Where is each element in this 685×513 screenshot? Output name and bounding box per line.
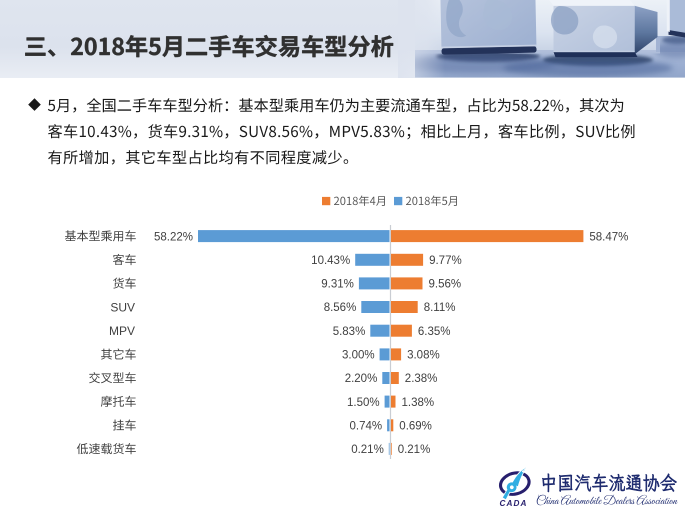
svg-text:9.31%: 9.31%	[321, 279, 354, 291]
svg-text:0.21%: 0.21%	[398, 444, 431, 456]
svg-text:0.74%: 0.74%	[349, 421, 382, 433]
svg-text:9.56%: 9.56%	[429, 279, 462, 291]
svg-text:3.00%: 3.00%	[342, 350, 375, 362]
svg-text:0.21%: 0.21%	[351, 444, 384, 456]
svg-text:8.11%: 8.11%	[424, 302, 456, 314]
svg-text:1.38%: 1.38%	[402, 397, 435, 409]
svg-text:SUV: SUV	[110, 300, 135, 314]
svg-text:MPV: MPV	[109, 324, 135, 338]
svg-text:58.22%: 58.22%	[154, 231, 193, 243]
svg-text:CADA: CADA	[500, 499, 528, 508]
svg-text:6.35%: 6.35%	[418, 326, 451, 338]
svg-text:8.56%: 8.56%	[324, 302, 357, 314]
svg-text:3.08%: 3.08%	[407, 350, 440, 362]
svg-text:9.77%: 9.77%	[429, 255, 462, 267]
svg-text:2.38%: 2.38%	[405, 373, 438, 385]
svg-text:10.43%: 10.43%	[311, 255, 350, 267]
svg-text:2.20%: 2.20%	[345, 373, 378, 385]
svg-text:5.83%: 5.83%	[333, 326, 366, 338]
svg-text:58.47%: 58.47%	[589, 231, 628, 243]
svg-text:0.69%: 0.69%	[399, 421, 432, 433]
svg-text:1.50%: 1.50%	[347, 397, 380, 409]
